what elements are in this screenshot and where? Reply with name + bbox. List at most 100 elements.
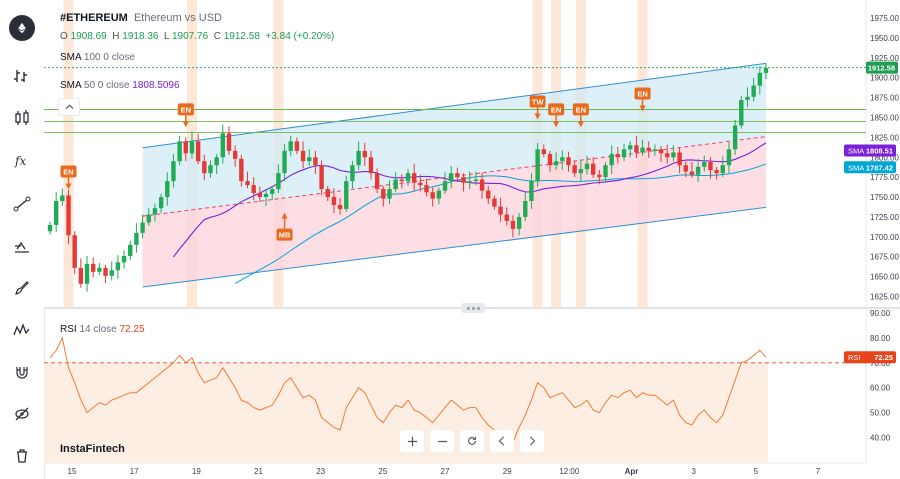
- candle-body: [84, 263, 90, 284]
- candle-body: [479, 179, 485, 191]
- fib-tool-icon[interactable]: [4, 228, 40, 264]
- marker-label: MB: [279, 231, 291, 240]
- candle-body: [319, 165, 324, 190]
- candle-body: [597, 174, 602, 178]
- candle-body: [609, 154, 614, 166]
- price-tick-label: 1875.00: [870, 94, 899, 103]
- candle-body: [344, 181, 349, 209]
- ohlc-legend: O 1908.69 H 1918.36 L 1907.76 C 1912.58 …: [60, 31, 334, 42]
- marker-badge: [276, 228, 293, 241]
- sma100-price-tag-bg: [844, 161, 896, 174]
- rsi-name: RSI: [60, 324, 77, 335]
- candle-body: [529, 181, 534, 202]
- marker-label: EN: [637, 89, 647, 98]
- rsi-tick-label: 50.00: [870, 409, 891, 418]
- indicators-icon[interactable]: fx: [4, 143, 40, 179]
- candle-body: [757, 72, 763, 86]
- sma50-price-tag-value: 1808.51: [866, 146, 893, 155]
- candle-body: [251, 185, 256, 194]
- candle-body: [282, 150, 287, 174]
- ethereum-logo-icon[interactable]: [4, 10, 40, 46]
- candle-body: [165, 181, 170, 198]
- candle-body: [257, 193, 263, 198]
- time-tick-label: 5: [754, 467, 759, 476]
- candle-body: [202, 161, 207, 174]
- hide-drawings-icon[interactable]: [4, 396, 40, 432]
- price-tick-label: 1650.00: [870, 273, 899, 282]
- symbol-description: Ethereum vs USD: [133, 12, 222, 24]
- candle-body: [695, 166, 701, 175]
- candle-body: [541, 149, 546, 155]
- candle-body: [658, 149, 664, 154]
- sma50-legend[interactable]: SMA 50 0 close 1808.5096: [60, 80, 180, 91]
- price-tick-label: 1825.00: [870, 133, 899, 142]
- candles-icon[interactable]: [4, 100, 40, 136]
- zoom-out-button[interactable]: [430, 430, 454, 452]
- channel-lower-fill: [142, 136, 767, 287]
- candle-body: [103, 267, 108, 276]
- candle-body: [467, 181, 472, 183]
- scroll-right-button[interactable]: [520, 430, 544, 452]
- candle-body: [140, 222, 145, 233]
- candle-body: [486, 190, 491, 199]
- sma100-name: SMA: [60, 52, 82, 63]
- zoom-in-button[interactable]: [400, 430, 424, 452]
- candle-body: [374, 173, 380, 190]
- rsi-tick-label: 80.00: [870, 334, 891, 343]
- candle-body: [362, 150, 367, 158]
- chart-type-icon[interactable]: [4, 58, 40, 94]
- candle-body: [590, 163, 596, 175]
- pane-resize-handle[interactable]: [461, 303, 485, 313]
- marker-badge: [177, 103, 194, 116]
- price-tick-label: 1775.00: [870, 173, 899, 182]
- candle-body: [763, 68, 769, 73]
- candle-body: [195, 141, 201, 162]
- magnet-icon[interactable]: [4, 354, 40, 390]
- symbol-legend: #ETHEREUM Ethereum vs USD: [60, 12, 222, 24]
- candle-body: [109, 270, 114, 276]
- candle-body: [732, 125, 738, 150]
- arrow-down-icon: [639, 105, 646, 112]
- candle-body: [671, 152, 676, 158]
- marker-label: EN: [576, 105, 586, 114]
- candle-body: [621, 149, 627, 158]
- candle-body: [603, 165, 608, 178]
- candle-body: [356, 150, 361, 166]
- candle-body: [121, 255, 127, 263]
- patterns-icon[interactable]: [4, 312, 40, 348]
- reset-chart-button[interactable]: [460, 430, 484, 452]
- candle-body: [331, 197, 337, 205]
- sma100-legend[interactable]: SMA 100 0 close: [60, 52, 135, 63]
- candle-body: [418, 182, 423, 186]
- price-tick-label: 1675.00: [870, 253, 899, 262]
- rsi-tick-label: 90.00: [870, 309, 891, 318]
- candle-body: [739, 99, 744, 126]
- collapse-legend-button[interactable]: [58, 98, 80, 116]
- candle-body: [66, 195, 71, 236]
- low-value: 1907.76: [172, 31, 209, 42]
- last-price-tag-bg: [866, 61, 898, 74]
- open-value: 1908.69: [70, 31, 107, 42]
- price-tick-label: 1975.00: [870, 14, 899, 23]
- brand-watermark: InstaFintech: [60, 443, 125, 455]
- brush-icon[interactable]: [4, 270, 40, 306]
- trash-icon[interactable]: [4, 438, 40, 474]
- marker-label: EN: [63, 167, 73, 176]
- candle-body: [461, 177, 466, 183]
- chevron-right-icon: [529, 436, 536, 446]
- signal-marker: TW: [529, 95, 546, 120]
- candle-body: [134, 232, 139, 245]
- candle-body: [634, 145, 639, 153]
- candle-body: [171, 161, 176, 182]
- candle-body: [91, 263, 96, 272]
- candle-body: [560, 157, 565, 162]
- rsi-legend[interactable]: RSI 14 close 72.25: [60, 324, 145, 335]
- sma100-price-tag-label: SMA: [848, 163, 864, 172]
- sma100-params: 100 0 close: [83, 52, 136, 63]
- trendline-icon[interactable]: [4, 186, 40, 222]
- time-tick-label: 23: [316, 467, 325, 476]
- symbol-name: #ETHEREUM: [60, 12, 128, 24]
- candle-body: [535, 149, 540, 182]
- scroll-left-button[interactable]: [490, 430, 514, 452]
